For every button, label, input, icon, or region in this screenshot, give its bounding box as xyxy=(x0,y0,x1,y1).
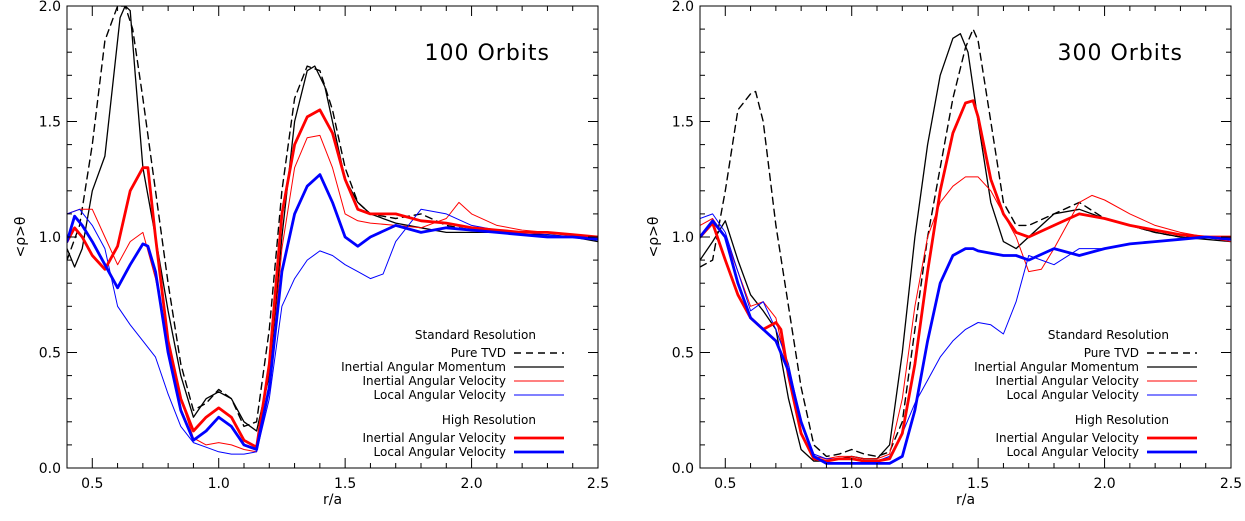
line-local-angular-velocity-std xyxy=(67,208,598,455)
y-tick-label: 0.0 xyxy=(672,461,694,477)
panel-title: 100 Orbits xyxy=(424,41,550,66)
y-tick-label: 1.0 xyxy=(672,230,694,246)
y-tick-label: 1.5 xyxy=(672,115,694,131)
x-tick-label: 2.5 xyxy=(587,476,609,492)
x-axis-ticks: 0.5 1.0 1.5 2.0 2.5 xyxy=(699,6,1242,492)
legend-label-local-angular-velocity-std: Local Angular Velocity xyxy=(1007,388,1139,402)
legend-heading-standard: Standard Resolution xyxy=(415,328,536,342)
y-tick-label: 1.0 xyxy=(39,230,61,246)
x-tick-label: 2.5 xyxy=(1220,476,1242,492)
x-axis-ticks: 0.5 1.0 1.5 2.0 2.5 xyxy=(66,6,609,492)
y-axis-ticks: 0.0 0.5 1.0 1.5 2.0 xyxy=(672,0,1231,477)
panel-300-orbits: 0.5 1.0 1.5 2.0 2.5 0.0 0.5 1.0 1.5 2.0 300 Orbi… xyxy=(646,0,1242,508)
legend-label-local-angular-velocity-high: Local Angular Velocity xyxy=(374,445,506,459)
legend-label-inertial-angular-velocity-high: Inertial Angular Velocity xyxy=(995,431,1139,445)
y-axis-label: <ρ>θ xyxy=(646,217,662,258)
legend-label-local-angular-velocity-high: Local Angular Velocity xyxy=(1007,445,1139,459)
line-inertial-angular-velocity-high xyxy=(700,99,1231,463)
legend-label-local-angular-velocity-std: Local Angular Velocity xyxy=(374,388,506,402)
y-axis-label: <ρ>θ xyxy=(13,217,29,258)
line-inertial-angular-velocity-std xyxy=(67,134,598,453)
legend-swatches xyxy=(1147,352,1197,454)
y-tick-label: 0.0 xyxy=(39,461,61,477)
legend-label-inertial-angular-velocity-std: Inertial Angular Velocity xyxy=(995,374,1139,388)
legend-label-inertial-angular-momentum: Inertial Angular Momentum xyxy=(341,360,506,374)
x-tick-label: 1.0 xyxy=(841,476,863,492)
panel-lines xyxy=(700,28,1231,465)
x-tick-label: 0.5 xyxy=(714,476,736,492)
legend-label-pure-tvd: Pure TVD xyxy=(1084,346,1139,360)
legend-heading-high: High Resolution xyxy=(442,413,536,427)
y-tick-label: 0.5 xyxy=(39,346,61,362)
legend-label-pure-tvd: Pure TVD xyxy=(451,346,506,360)
line-local-angular-velocity-high xyxy=(67,173,598,451)
legend-label-inertial-angular-velocity-std: Inertial Angular Velocity xyxy=(362,374,506,388)
legend-label-inertial-angular-momentum: Inertial Angular Momentum xyxy=(974,360,1139,374)
x-tick-label: 1.5 xyxy=(334,476,356,492)
panel-title: 300 Orbits xyxy=(1057,41,1183,66)
y-tick-label: 2.0 xyxy=(672,0,694,15)
panel-lines xyxy=(67,6,598,455)
line-inertial-angular-velocity-high xyxy=(67,108,598,449)
y-axis-ticks: 0.0 0.5 1.0 1.5 2.0 xyxy=(39,0,598,477)
x-tick-label: 2.0 xyxy=(1093,476,1115,492)
x-tick-label: 2.0 xyxy=(460,476,482,492)
line-local-angular-velocity-high xyxy=(700,219,1231,465)
y-tick-label: 2.0 xyxy=(39,0,61,15)
line-inertial-angular-momentum xyxy=(67,6,598,432)
x-axis-label: r/a xyxy=(956,492,975,508)
plot-frame xyxy=(66,5,599,469)
legend-label-inertial-angular-velocity-high: Inertial Angular Velocity xyxy=(362,431,506,445)
line-pure-tvd xyxy=(67,6,598,428)
legend-heading-high: High Resolution xyxy=(1075,413,1169,427)
x-tick-label: 1.5 xyxy=(967,476,989,492)
legend: Standard Resolution High Resolution Pure… xyxy=(341,328,564,459)
y-tick-label: 1.5 xyxy=(39,115,61,131)
line-inertial-angular-momentum xyxy=(700,33,1231,462)
line-inertial-angular-velocity-std xyxy=(700,176,1231,460)
plot-frame xyxy=(699,5,1232,469)
panel-100-orbits: 0.5 1.0 1.5 2.0 2.5 0.0 0.5 1.0 1.5 2.0 100 Orbi… xyxy=(13,0,609,508)
legend-heading-standard: Standard Resolution xyxy=(1048,328,1169,342)
x-axis-label: r/a xyxy=(323,492,342,508)
x-tick-label: 1.0 xyxy=(208,476,230,492)
y-tick-label: 0.5 xyxy=(672,346,694,362)
legend: Standard Resolution High Resolution Pure… xyxy=(974,328,1197,459)
x-tick-label: 0.5 xyxy=(81,476,103,492)
legend-swatches xyxy=(514,352,564,454)
